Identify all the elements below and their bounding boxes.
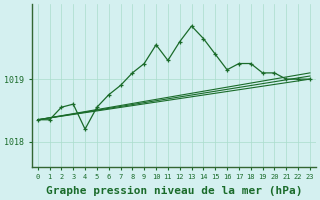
X-axis label: Graphe pression niveau de la mer (hPa): Graphe pression niveau de la mer (hPa) [45, 186, 302, 196]
